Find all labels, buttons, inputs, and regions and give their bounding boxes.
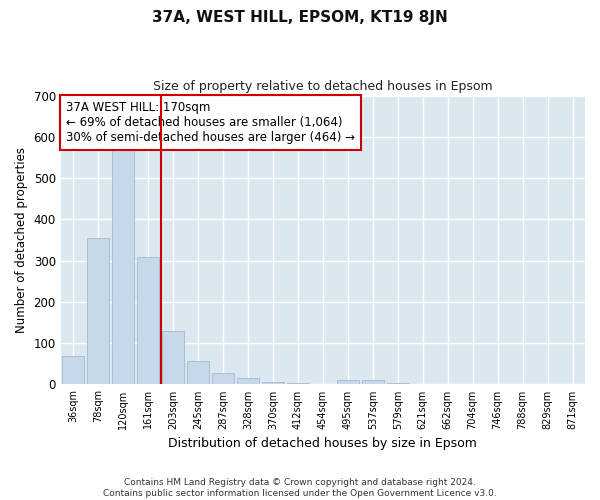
Bar — [137, 256, 159, 384]
Text: Contains HM Land Registry data © Crown copyright and database right 2024.
Contai: Contains HM Land Registry data © Crown c… — [103, 478, 497, 498]
Text: 37A, WEST HILL, EPSOM, KT19 8JN: 37A, WEST HILL, EPSOM, KT19 8JN — [152, 10, 448, 25]
Bar — [362, 380, 384, 384]
Bar — [386, 383, 409, 384]
Bar — [62, 356, 85, 384]
Bar — [187, 361, 209, 384]
Title: Size of property relative to detached houses in Epsom: Size of property relative to detached ho… — [153, 80, 493, 93]
Bar — [287, 383, 309, 384]
X-axis label: Distribution of detached houses by size in Epsom: Distribution of detached houses by size … — [169, 437, 477, 450]
Y-axis label: Number of detached properties: Number of detached properties — [15, 147, 28, 333]
Bar — [236, 378, 259, 384]
Bar — [212, 373, 234, 384]
Bar — [337, 380, 359, 384]
Bar — [262, 382, 284, 384]
Bar — [162, 331, 184, 384]
Bar — [87, 238, 109, 384]
Text: 37A WEST HILL: 170sqm
← 69% of detached houses are smaller (1,064)
30% of semi-d: 37A WEST HILL: 170sqm ← 69% of detached … — [66, 102, 355, 144]
Bar — [112, 149, 134, 384]
